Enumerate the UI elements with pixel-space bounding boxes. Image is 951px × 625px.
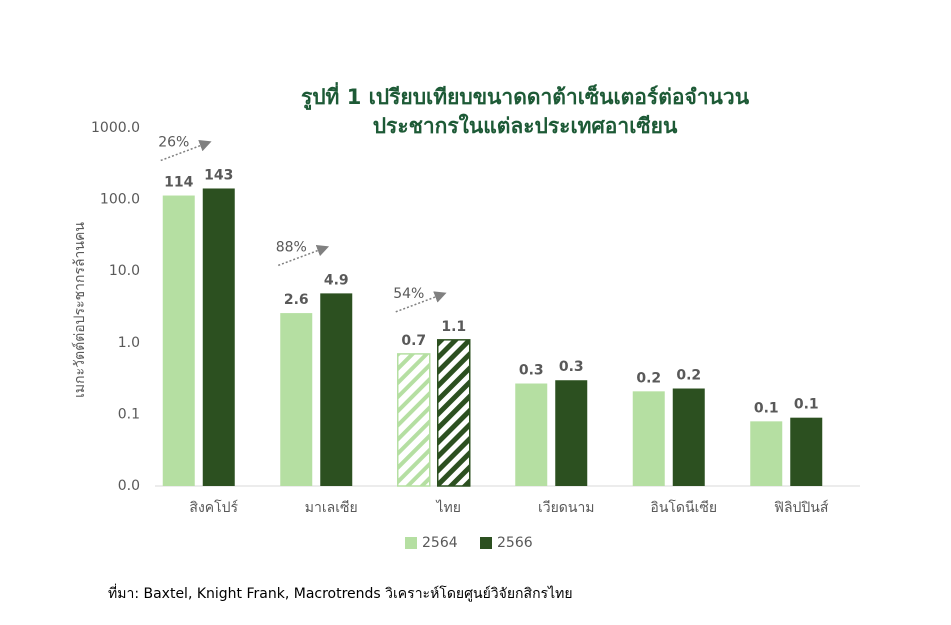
bar	[750, 421, 783, 486]
bar	[632, 391, 665, 486]
bar	[672, 388, 705, 486]
annotation-arrow	[160, 140, 212, 162]
x-tick-label: ไทย	[436, 499, 461, 516]
chart-title: ประชากรในแต่ละประเทศอาเซียน	[373, 113, 678, 138]
bar	[202, 188, 235, 486]
data-label: 0.3	[559, 359, 584, 375]
data-label: 0.2	[676, 368, 701, 384]
y-axis-label: เมกะวัตต์ต่อประชากรล้านคน	[71, 222, 88, 398]
y-tick-label: 0.1	[118, 406, 140, 422]
data-label: 114	[164, 175, 193, 191]
data-label: 0.7	[401, 333, 426, 349]
y-tick-label: 10.0	[109, 263, 140, 279]
y-tick-label: 100.0	[100, 192, 140, 208]
annotation: 26%	[158, 134, 189, 150]
annotation-arrow	[395, 291, 447, 313]
bar	[515, 383, 548, 486]
legend-label: 2566	[497, 535, 533, 551]
legend-label: 2564	[422, 535, 458, 551]
bar	[280, 313, 313, 486]
legend-swatch	[405, 537, 417, 549]
x-tick-label: สิงคโปร์	[189, 499, 238, 516]
data-label: 2.6	[284, 292, 309, 308]
data-label: 0.1	[754, 400, 779, 416]
chart-title: รูปที่ 1 เปรียบเทียบขนาดดาต้าเซ็นเตอร์ต่…	[301, 81, 750, 111]
data-label: 0.2	[636, 370, 661, 386]
data-label: 1.1	[441, 319, 466, 335]
bar	[555, 380, 588, 486]
y-tick-label: 1000.0	[91, 120, 140, 136]
bar	[162, 195, 195, 486]
x-tick-label: เวียดนาม	[538, 500, 595, 516]
annotation-arrow	[277, 244, 330, 267]
data-label: 0.1	[794, 397, 819, 413]
data-label: 143	[204, 167, 233, 183]
bar	[437, 339, 471, 487]
y-tick-label: 0.0	[118, 478, 140, 494]
legend-swatch	[480, 537, 492, 549]
x-tick-label: มาเลเซีย	[305, 500, 358, 516]
bar	[397, 353, 431, 487]
annotation: 88%	[276, 239, 307, 255]
annotation: 54%	[393, 286, 424, 302]
x-tick-label: อินโดนีเซีย	[650, 499, 717, 516]
y-tick-label: 1.0	[118, 335, 140, 351]
data-label: 0.3	[519, 363, 544, 379]
bar	[790, 417, 823, 486]
bar	[320, 293, 353, 486]
source: ที่มา: Baxtel, Knight Frank, Macrotrends…	[108, 584, 573, 602]
x-tick-label: ฟิลิปปินส์	[774, 499, 829, 516]
data-label: 4.9	[324, 272, 349, 288]
